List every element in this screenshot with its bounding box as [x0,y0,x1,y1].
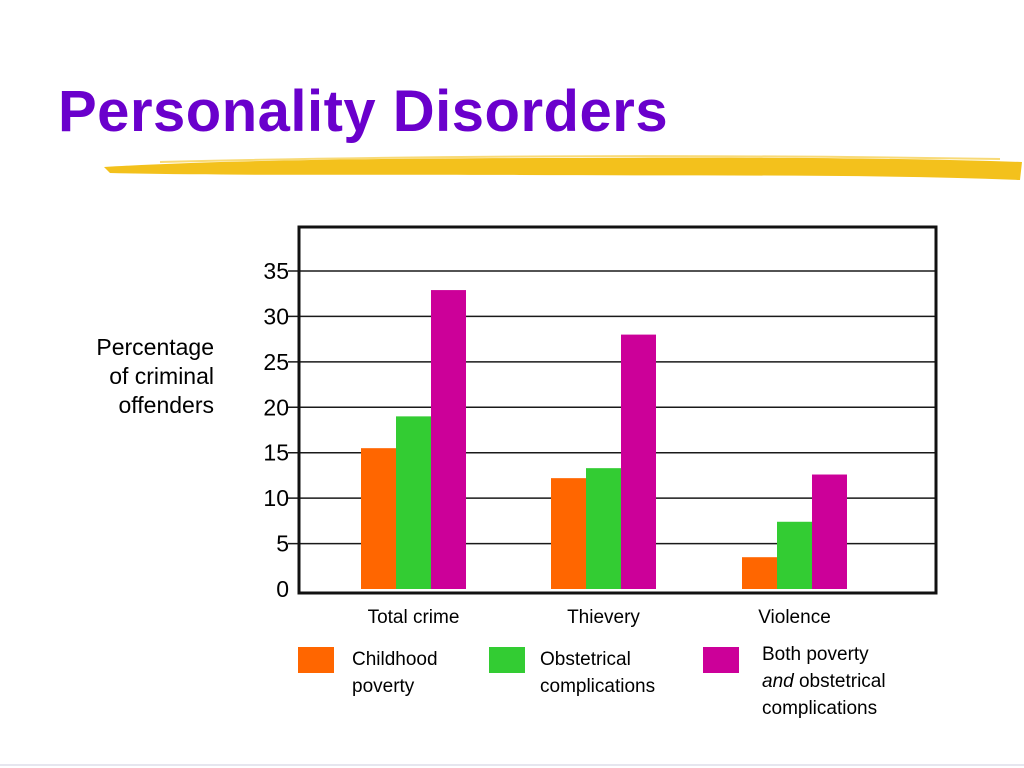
x-category-label: Violence [758,607,831,628]
bar [742,557,777,589]
bar [621,334,656,589]
bar [361,448,396,589]
x-category-label: Thievery [567,607,640,628]
legend-swatch [298,647,334,673]
legend-label: Both poverty and obstetrical complicatio… [762,644,886,719]
y-tick-label: 0 [276,576,289,602]
x-category-label: Total crime [368,607,460,628]
y-axis-label-line: offenders [118,392,214,418]
legend-swatch [489,647,525,673]
legend-label: Childhood poverty [352,649,438,697]
slide-title: Personality Disorders [58,79,669,144]
bar [586,468,621,589]
slide-footer-rule [0,764,1024,766]
y-tick-label: 15 [263,440,289,466]
y-tick-label: 35 [263,258,289,284]
legend-label: Obstetrical complications [540,649,656,697]
plot-frame [297,225,938,595]
y-axis-label: Percentage of criminal offenders [96,333,214,420]
legend-swatch [703,647,739,673]
bar [777,521,812,589]
bar [396,416,431,589]
y-axis-label-line: of criminal [109,363,214,389]
bar [551,478,586,589]
y-tick-label: 30 [263,303,289,329]
y-axis-label-line: Percentage [96,334,214,360]
bar [431,290,466,589]
bar-chart: 0 5 10 15 20 25 30 35 Total crime Thievery Violenc… [263,225,938,628]
bar [812,474,847,589]
legend-label-emphasis: and [762,671,794,692]
title-underline-brushstroke [104,155,1022,180]
y-tick-label: 25 [263,349,289,375]
y-tick-label: 5 [276,531,289,557]
y-tick-label: 10 [263,485,289,511]
y-tick-label: 20 [263,394,289,420]
